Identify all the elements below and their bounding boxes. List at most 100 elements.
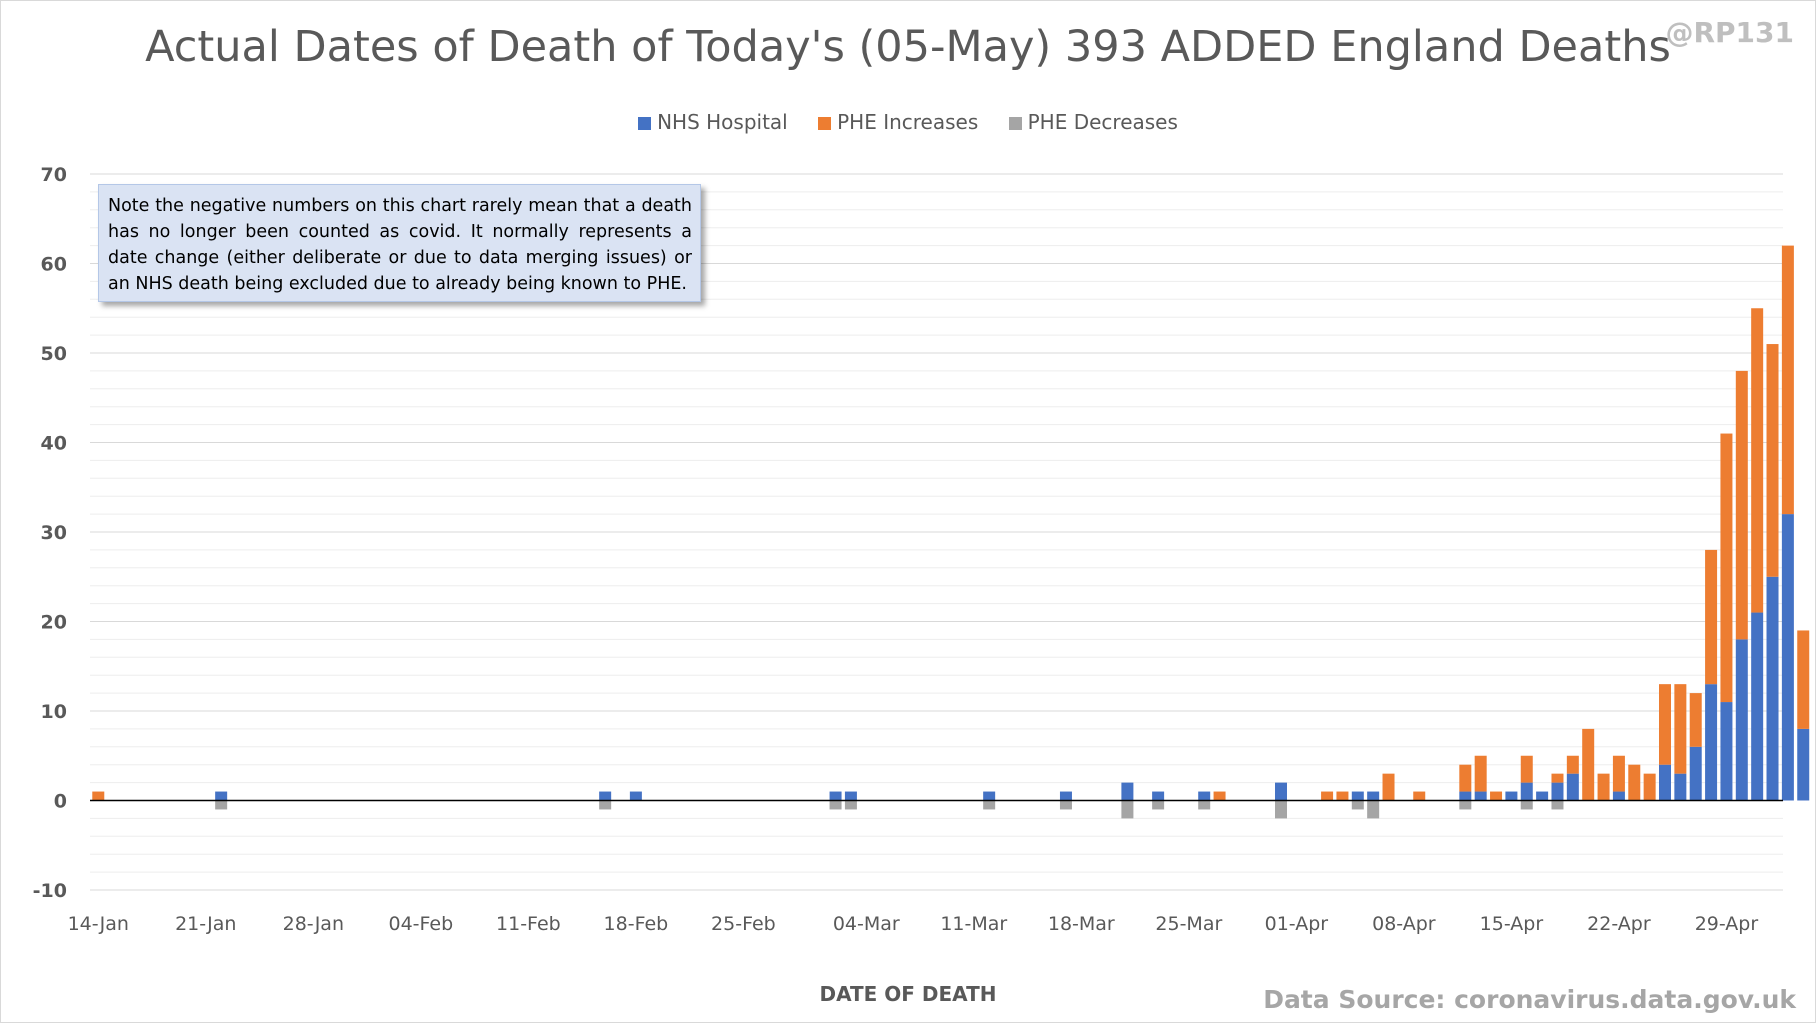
phe-decreases-bar [1121,800,1134,819]
phe-decreases-bar [1351,800,1364,810]
phe-decreases-bar [1551,800,1564,810]
phe-decreases-bar [829,800,842,810]
phe-increases-bar [1597,773,1610,801]
x-tick-label: 25-Feb [711,913,776,935]
nhs-hospital-bar [1059,791,1072,801]
phe-increases-bar [1520,755,1533,783]
legend-swatch-phe-increases [818,117,832,130]
y-tick-label: 70 [41,164,67,186]
phe-increases-bar [1705,549,1718,685]
phe-decreases-bar [844,800,857,810]
nhs-hospital-bar [1520,782,1533,801]
x-tick-label: 01-Apr [1265,913,1329,935]
phe-increases-bar [1797,630,1810,729]
phe-decreases-bar [1275,800,1287,819]
y-tick-label: 10 [41,701,67,723]
nhs-hospital-bar [599,791,612,801]
nhs-hospital-bar [1505,791,1518,801]
phe-decreases-bar [1152,800,1165,810]
x-tick-label: 18-Feb [604,913,669,935]
nhs-hospital-bar [1781,514,1794,801]
data-source: Data Source: coronavirus.data.gov.uk [1263,985,1796,1014]
y-tick-label: 60 [41,254,67,276]
legend-item-nhs-hospital: NHS Hospital [638,110,788,134]
nhs-hospital-bar [1351,791,1364,801]
y-tick-label: 0 [54,791,67,813]
x-tick-label: 04-Feb [388,913,453,935]
legend-swatch-phe-decreases [1008,117,1022,130]
nhs-hospital-bar [1797,728,1810,801]
y-tick-label: 30 [41,522,67,544]
x-tick-label: 18-Mar [1048,913,1115,935]
x-tick-label: 11-Mar [940,913,1007,935]
phe-increases-bar [1751,308,1764,613]
nhs-hospital-bar [1121,782,1134,801]
legend-swatch-nhs-hospital [638,117,652,130]
phe-decreases-bar [599,800,612,810]
phe-increases-bar [1382,773,1395,801]
phe-increases-bar [1551,773,1564,783]
x-tick-label: 04-Mar [833,913,900,935]
phe-increases-bar [1689,693,1702,747]
x-tick-label: 21-Jan [175,913,236,935]
nhs-hospital-bar [629,791,642,801]
phe-decreases-bar [215,800,228,810]
nhs-hospital-bar [1152,791,1165,801]
nhs-hospital-bar [1459,791,1472,801]
phe-increases-bar [1459,764,1472,792]
y-tick-label: 20 [41,612,67,634]
annotation-note: Note the negative numbers on this chart … [98,184,701,302]
legend-item-phe-increases: PHE Increases [818,110,978,134]
nhs-hospital-bar [983,791,996,801]
legend-label-nhs-hospital: NHS Hospital [657,110,788,134]
phe-increases-bar [92,791,105,801]
phe-decreases-bar [1059,800,1072,810]
x-tick-label: 25-Mar [1155,913,1222,935]
nhs-hospital-bar [1689,746,1702,801]
nhs-hospital-bar [1659,764,1671,801]
legend-item-phe-decreases: PHE Decreases [1008,110,1178,134]
nhs-hospital-bar [844,791,857,801]
phe-increases-bar [1413,791,1426,801]
phe-increases-bar [1321,791,1334,801]
nhs-hospital-bar [829,791,842,801]
author-handle: @RP131 [1665,16,1794,49]
x-tick-label: 15-Apr [1480,913,1544,935]
phe-increases-bar [1720,433,1733,703]
y-tick-label: -10 [33,880,67,902]
chart-legend: NHS Hospital PHE Increases PHE Decreases [0,110,1816,134]
nhs-hospital-bar [215,791,228,801]
x-tick-label: 11-Feb [496,913,561,935]
nhs-hospital-bar [1536,791,1549,801]
chart-title: Actual Dates of Death of Today's (05-May… [145,22,1671,72]
phe-increases-bar [1643,773,1656,801]
phe-increases-bar [1336,791,1349,801]
y-tick-label: 50 [41,343,67,365]
nhs-hospital-bar [1766,576,1779,801]
nhs-hospital-bar [1720,702,1733,801]
phe-decreases-bar [1198,800,1211,810]
x-tick-label: 28-Jan [283,913,344,935]
nhs-hospital-bar [1198,791,1211,801]
y-tick-label: 40 [41,433,67,455]
phe-increases-bar [1781,245,1794,515]
phe-increases-bar [1735,370,1748,640]
nhs-hospital-bar [1474,791,1487,801]
phe-increases-bar [1566,755,1579,774]
nhs-hospital-bar [1275,782,1287,801]
phe-increases-bar [1674,684,1687,774]
x-tick-label: 22-Apr [1587,913,1651,935]
phe-decreases-bar [1367,800,1380,819]
phe-increases-bar [1213,791,1226,801]
phe-increases-bar [1612,755,1625,792]
nhs-hospital-bar [1751,612,1764,801]
phe-increases-bar [1490,791,1503,801]
phe-increases-bar [1628,764,1641,801]
phe-increases-bar [1582,728,1595,801]
x-tick-label: 14-Jan [68,913,129,935]
nhs-hospital-bar [1612,791,1625,801]
legend-label-phe-increases: PHE Increases [837,110,979,134]
nhs-hospital-bar [1674,773,1687,801]
